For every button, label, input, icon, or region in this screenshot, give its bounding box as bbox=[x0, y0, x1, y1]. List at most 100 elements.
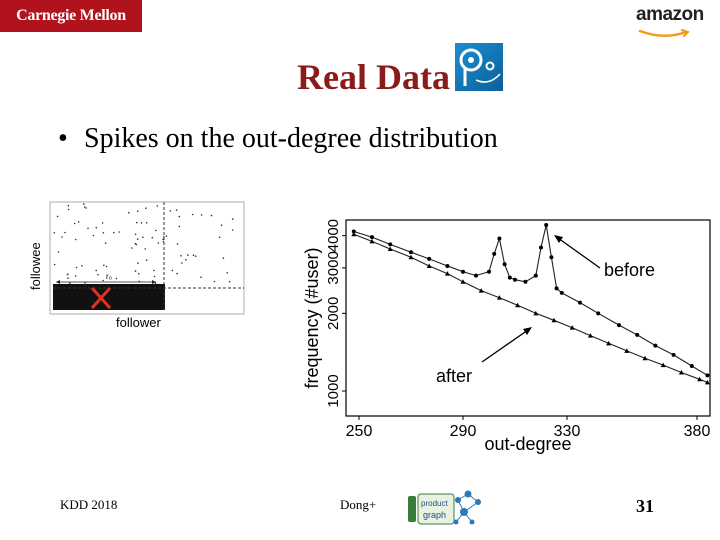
mini-dot bbox=[64, 231, 66, 234]
after-annotation: after bbox=[436, 366, 472, 386]
mini-dot bbox=[144, 248, 146, 250]
mini-dot bbox=[151, 236, 154, 239]
product-graph-logo: product graph bbox=[408, 490, 481, 525]
mini-dot bbox=[95, 269, 97, 272]
data-point-before bbox=[502, 262, 507, 267]
mini-dot bbox=[66, 273, 69, 276]
mini-dot bbox=[210, 214, 213, 217]
x-tick-label: 330 bbox=[554, 423, 581, 440]
data-point-after bbox=[678, 369, 684, 375]
mini-plot-xlabel: follower bbox=[116, 315, 161, 330]
mini-dot bbox=[73, 222, 76, 225]
bullet-text: Spikes on the out-degree distribution bbox=[84, 123, 498, 154]
data-point-before bbox=[705, 373, 710, 378]
data-point-before bbox=[487, 269, 491, 274]
cross-mark-icon bbox=[90, 286, 112, 310]
data-point-before bbox=[533, 273, 538, 278]
data-point-before bbox=[549, 255, 554, 260]
mini-dot bbox=[165, 235, 168, 237]
data-point-before bbox=[559, 290, 564, 295]
mini-dot bbox=[95, 226, 98, 229]
x-tick-label: 290 bbox=[450, 423, 477, 440]
data-point-before bbox=[523, 279, 528, 284]
y-tick-label: 1000 bbox=[325, 374, 342, 407]
data-point-after bbox=[408, 254, 414, 260]
mini-dot bbox=[57, 251, 60, 253]
mini-dot bbox=[145, 259, 148, 261]
series-points-after bbox=[351, 231, 710, 385]
data-point-after bbox=[426, 263, 432, 269]
mini-dot bbox=[97, 273, 99, 276]
x-axis-ticks: 250 290 330 380 bbox=[346, 416, 710, 440]
bullet-dot: • bbox=[58, 123, 68, 154]
mini-dot bbox=[83, 206, 86, 208]
data-point-before bbox=[507, 275, 512, 280]
data-point-after bbox=[387, 246, 393, 252]
carnegie-mellon-logo: Carnegie Mellon bbox=[0, 0, 142, 32]
mini-dot bbox=[185, 259, 187, 261]
mini-dot bbox=[105, 265, 108, 268]
pg-logo-graph: graph bbox=[423, 510, 446, 520]
mini-dot bbox=[145, 207, 147, 209]
data-point-before bbox=[689, 363, 694, 368]
data-point-before bbox=[445, 264, 450, 269]
data-point-after bbox=[444, 271, 450, 276]
mini-dot bbox=[131, 247, 133, 249]
mini-dot bbox=[74, 238, 77, 241]
data-point-before bbox=[544, 222, 549, 227]
data-point-after bbox=[624, 348, 630, 353]
mini-dot bbox=[137, 262, 139, 264]
mini-dot bbox=[103, 264, 105, 267]
mini-dot bbox=[194, 255, 197, 257]
mini-dot bbox=[53, 263, 56, 266]
mini-dot bbox=[187, 254, 189, 256]
mini-dot bbox=[136, 210, 139, 212]
mini-dot bbox=[176, 272, 178, 275]
mini-dot bbox=[140, 222, 143, 224]
mini-dot bbox=[138, 273, 140, 275]
mini-dot bbox=[87, 227, 89, 230]
data-point-after bbox=[478, 288, 484, 293]
pg-logo-product: product bbox=[421, 499, 448, 508]
data-point-after bbox=[515, 302, 521, 308]
data-point-after bbox=[606, 340, 612, 346]
chart-xlabel: out-degree bbox=[484, 434, 571, 454]
data-point-before bbox=[513, 277, 517, 282]
mini-dot bbox=[67, 277, 69, 279]
data-point-before bbox=[539, 245, 543, 250]
mini-dot bbox=[220, 224, 223, 226]
mini-dot bbox=[169, 210, 172, 212]
chart-plot-area bbox=[345, 219, 711, 417]
amazon-logo: amazon bbox=[636, 4, 716, 38]
proton-icon bbox=[455, 43, 503, 91]
y-tick-label: 4000 bbox=[325, 219, 342, 252]
mini-dot bbox=[67, 208, 70, 211]
mini-dot bbox=[145, 222, 148, 224]
mini-dot bbox=[134, 242, 137, 245]
mini-dot bbox=[85, 207, 87, 209]
mini-dot bbox=[222, 257, 225, 259]
mini-dot bbox=[113, 231, 115, 234]
data-point-before bbox=[617, 323, 621, 328]
series-points-before bbox=[351, 222, 710, 378]
amazon-smile-icon bbox=[638, 29, 690, 37]
before-arrow bbox=[557, 237, 601, 269]
y-tick-label: 2000 bbox=[325, 297, 342, 330]
mini-dot bbox=[200, 276, 202, 278]
mini-dot bbox=[136, 221, 138, 224]
mini-dot bbox=[231, 229, 234, 231]
mini-dot bbox=[176, 243, 179, 245]
mini-dot bbox=[83, 203, 85, 205]
mini-dot bbox=[157, 242, 160, 244]
mini-dot bbox=[178, 225, 181, 228]
data-point-before bbox=[635, 332, 640, 337]
y-tick-label: 3000 bbox=[325, 251, 342, 284]
page-number: 31 bbox=[636, 496, 654, 516]
footer-conference: KDD 2018 bbox=[60, 497, 118, 512]
data-point-after bbox=[351, 231, 357, 237]
mini-dot bbox=[134, 233, 137, 235]
data-point-before bbox=[578, 300, 582, 305]
mini-plot-dots bbox=[53, 203, 234, 284]
mini-dot bbox=[226, 272, 228, 274]
